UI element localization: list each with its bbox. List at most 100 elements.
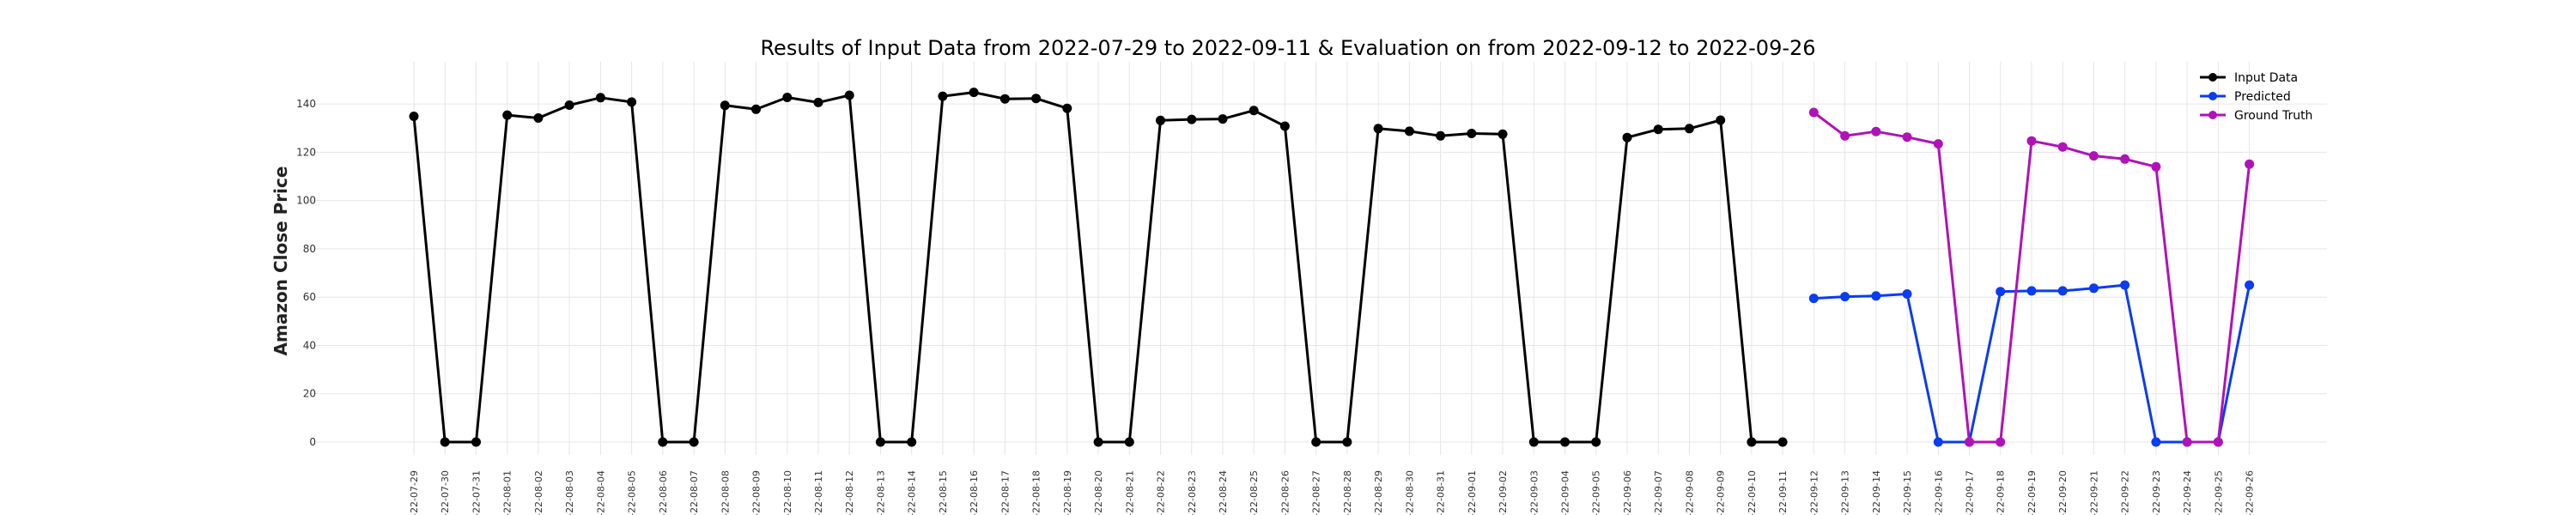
y-tick-label: 20 [303,388,316,400]
x-tick-label: -22-08-09 [751,470,762,515]
data-point [999,94,1010,104]
y-tick-label: 100 [296,195,316,207]
data-point [1747,437,1757,447]
x-tick-label: -22-08-04 [595,470,606,515]
data-point [1840,130,1850,141]
legend-label: Ground Truth [2234,109,2312,123]
series-ground-truth [1808,107,2255,447]
data-point [2151,161,2161,172]
data-point [720,100,730,111]
data-point [1156,115,1165,125]
legend-item-input-data: Input Data [2200,71,2298,85]
x-tick-label: -22-08-29 [1373,470,1384,515]
x-tick-label: -22-08-03 [564,470,575,515]
data-point [564,100,574,110]
data-point [2057,142,2068,152]
data-point [1591,437,1601,447]
data-point [471,437,481,447]
data-point [1436,130,1446,141]
y-axis-label: Amazon Close Price [270,167,291,356]
data-point [2026,136,2037,146]
data-point [875,437,885,447]
data-point [409,112,419,121]
data-point [1996,287,2006,297]
legend-marker [2208,111,2217,119]
x-tick-label: -22-09-23 [2151,470,2162,515]
data-point [813,97,823,107]
legend-label: Predicted [2234,90,2291,104]
x-tick-label: -22-08-16 [969,470,980,515]
series-predicted [1808,280,2255,447]
x-tick-label: -22-08-17 [999,470,1011,515]
x-tick-label: -22-08-15 [938,470,949,515]
x-tick-label: -22-08-23 [1187,470,1198,515]
x-tick-label: -22-09-12 [1808,470,1820,515]
data-point [2120,280,2130,290]
legend-marker [2208,92,2217,100]
data-point [1342,437,1352,447]
legend-marker [2208,73,2217,82]
grid [309,62,2327,455]
x-tick-label: -22-09-24 [2182,470,2193,515]
data-point [1373,124,1383,134]
y-tick-label: 60 [303,291,316,303]
x-tick-label: -22-08-21 [1124,470,1135,515]
legend: Input Data Predicted Ground Truth [2200,71,2312,123]
data-point [1124,437,1134,447]
x-tick-label: -22-09-15 [1902,470,1913,515]
x-tick-label: -22-09-21 [2088,470,2099,515]
x-tick-label: -22-09-26 [2245,470,2256,515]
data-point [1093,437,1103,447]
data-point [782,93,793,102]
x-tick-label: -22-08-27 [1311,470,1322,515]
x-tick-label: -22-09-16 [1933,470,1944,515]
data-point [502,110,513,120]
x-tick-label: -22-09-17 [1965,470,1976,515]
data-point [2088,283,2099,294]
x-tick-label: -22-09-25 [2213,470,2224,515]
data-point [658,437,668,447]
data-point [1218,114,1228,124]
data-point [1279,121,1290,131]
data-point [1031,94,1042,104]
x-tick-label: -22-09-19 [2026,470,2038,515]
x-tick-label: -22-09-09 [1716,470,1727,515]
data-point [1684,124,1694,134]
x-tick-label: -22-09-01 [1467,470,1478,515]
data-point [2057,286,2068,296]
data-point [689,437,699,447]
x-tick-label: -22-09-13 [1840,470,1851,515]
x-tick-label: -22-08-26 [1279,470,1291,515]
data-point [627,97,637,107]
data-point [2213,437,2223,447]
data-point [2088,151,2099,161]
x-tick-label: -22-08-12 [844,470,855,515]
x-tick-label: -22-08-13 [875,470,886,515]
data-point [1467,129,1477,138]
y-tick-label: 120 [296,146,316,158]
data-point [1808,294,1819,304]
x-tick-label: -22-09-22 [2120,470,2131,515]
data-point [844,90,854,100]
x-tick-label: -22-08-31 [1436,470,1447,515]
x-tick-label: -22-07-31 [471,470,482,515]
data-point [1062,103,1072,113]
x-tick-label: -22-09-18 [1996,470,2007,515]
data-point [2151,437,2161,447]
x-tick-label: -22-08-10 [782,470,793,515]
data-point [1653,124,1663,135]
data-point [533,113,544,123]
data-point [440,437,450,447]
x-tick-label: -22-08-18 [1031,470,1042,515]
data-point [1777,437,1788,447]
y-tick-label: 0 [309,436,316,448]
legend-item-ground-truth: Ground Truth [2200,109,2312,123]
y-tick-label: 140 [296,98,316,110]
data-point [1560,437,1570,447]
x-tick-label: -22-08-05 [627,470,638,515]
data-point [751,104,761,114]
legend-label: Input Data [2234,71,2298,85]
x-tick-label: -22-08-06 [658,470,669,515]
data-point [969,88,979,98]
